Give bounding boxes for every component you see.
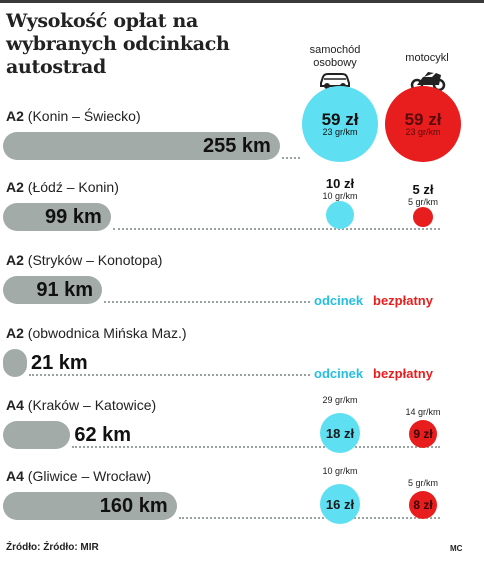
- distance-bar: [3, 492, 177, 520]
- segment-row: A2 (Łódź – Konin) 99 km 10 zł 10 gr/km 5 zł 5…: [0, 176, 484, 251]
- moto-fee-price: 9 zł: [413, 426, 433, 441]
- segment-label: A2 (Łódź – Konin): [6, 179, 119, 195]
- car-fee-circle: 18 zł: [320, 413, 360, 453]
- section-name: (obwodnica Mińska Maz.): [23, 325, 187, 341]
- distance-label: 99 km: [45, 206, 102, 228]
- distance-label: 160 km: [99, 495, 168, 517]
- segment-label: A2 (obwodnica Mińska Maz.): [6, 325, 187, 341]
- car-fee-circle: 16 zł: [320, 484, 360, 524]
- distance-label: 62 km: [74, 424, 132, 446]
- top-rule: [0, 0, 484, 3]
- header-motorcycle: motocykl: [405, 52, 449, 64]
- distance-bar: [3, 276, 102, 304]
- segment-label: A4 (Kraków – Katowice): [6, 397, 156, 413]
- leader-line: [29, 374, 310, 376]
- section-name: (Łódź – Konin): [23, 179, 119, 195]
- free-note-word1: odcinek: [314, 366, 364, 381]
- moto-fee-circle-rate: 23 gr/km: [405, 126, 441, 137]
- car-fee-circle-rate: 23 gr/km: [322, 126, 358, 137]
- section-name: (Gliwice – Wrocław): [23, 468, 152, 484]
- leader-line: [112, 228, 440, 230]
- moto-fee-rate: 5 gr/km: [407, 478, 438, 488]
- car-fee-circle: [326, 201, 354, 229]
- free-note-word2: bezpłatny: [373, 366, 433, 381]
- car-fee-rate: 10 gr/km: [322, 191, 358, 201]
- source-note: Źródło: Źródło: MIR: [6, 542, 99, 553]
- leader-line: [103, 301, 310, 303]
- moto-fee-price: 8 zł: [413, 497, 433, 512]
- distance-bar: [3, 421, 71, 449]
- road-number: A2: [6, 325, 24, 341]
- distance-label: 255 km: [203, 135, 271, 157]
- road-number: A2: [6, 179, 24, 195]
- car-fee-price: 16 zł: [325, 496, 355, 512]
- road-number: A2: [6, 108, 24, 124]
- car-fee-price: 10 zł: [325, 176, 355, 191]
- moto-fee-circle: [413, 207, 433, 227]
- segment-row: A2 (Konin – Świecko) 255 km 59 zł 23 gr/km 5…: [0, 86, 484, 180]
- car-fee-circle: 59 zł 23 gr/km: [302, 86, 378, 162]
- segment-label: A2 (Konin – Świecko): [6, 108, 141, 124]
- moto-fee-circle: 8 zł: [409, 491, 437, 519]
- free-note-word2: bezpłatny: [373, 293, 433, 308]
- road-number: A4: [6, 397, 24, 413]
- free-note-word1: odcinek: [314, 293, 364, 308]
- section-name: (Stryków – Konotopa): [23, 252, 163, 268]
- segment-label: A4 (Gliwice – Wrocław): [6, 468, 151, 484]
- segment-row: A2 (obwodnica Mińska Maz.) 21 km odcinek be…: [0, 325, 484, 397]
- moto-fee-circle-price: 59 zł: [404, 109, 442, 129]
- chart-title: Wysokość opłat na wybranych odcinkach au…: [6, 10, 230, 78]
- moto-fee-price: 5 zł: [412, 182, 434, 197]
- moto-fee-circle: 9 zł: [409, 420, 437, 448]
- car-fee-circle-price: 59 zł: [321, 109, 359, 129]
- leader-line: [72, 446, 440, 448]
- road-number: A4: [6, 468, 24, 484]
- header-car: samochód osobowy: [309, 44, 361, 69]
- moto-fee-rate: 5 gr/km: [407, 197, 438, 207]
- moto-fee-circle: 59 zł 23 gr/km: [385, 86, 461, 162]
- distance-bar: [3, 132, 280, 160]
- distance-bar: [3, 203, 111, 231]
- credit: MC: [450, 544, 463, 553]
- moto-fee-rate: 14 gr/km: [405, 407, 441, 417]
- segment-row: A4 (Gliwice – Wrocław) 160 km 16 zł 8 zł 10 …: [0, 466, 484, 540]
- leader-line: [178, 517, 440, 519]
- road-number: A2: [6, 252, 24, 268]
- section-name: (Kraków – Katowice): [23, 397, 157, 413]
- leader-line: [282, 157, 300, 159]
- car-fee-rate: 10 gr/km: [322, 466, 358, 476]
- segment-row: A2 (Stryków – Konotopa) 91 km odcinek bezpł…: [0, 252, 484, 324]
- distance-bar: [3, 349, 27, 377]
- distance-label: 21 km: [31, 352, 88, 374]
- segment-row: A4 (Kraków – Katowice) 62 km 18 zł 9 zł 29 g…: [0, 395, 484, 469]
- section-name: (Konin – Świecko): [23, 108, 141, 124]
- distance-label: 91 km: [36, 279, 94, 301]
- car-fee-price: 18 zł: [325, 425, 355, 441]
- car-fee-rate: 29 gr/km: [322, 395, 358, 405]
- segment-label: A2 (Stryków – Konotopa): [6, 252, 162, 268]
